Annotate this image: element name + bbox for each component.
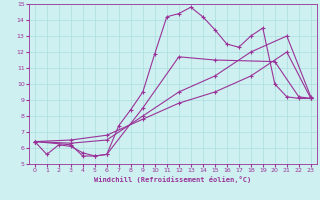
X-axis label: Windchill (Refroidissement éolien,°C): Windchill (Refroidissement éolien,°C) xyxy=(94,176,252,183)
